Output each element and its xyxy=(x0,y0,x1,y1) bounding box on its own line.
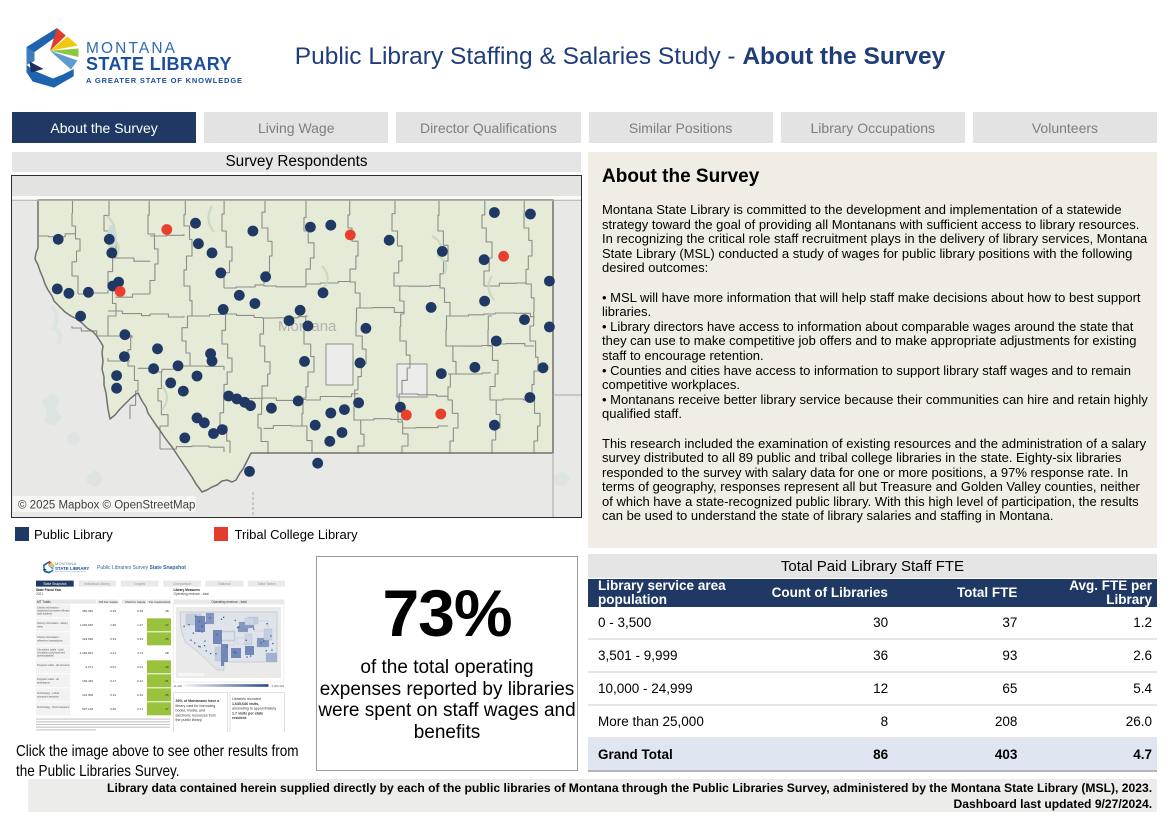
svg-text:Circulation totals - total: Circulation totals - total xyxy=(37,647,64,651)
svg-text:9,271: 9,271 xyxy=(85,665,93,669)
svg-text:17: 17 xyxy=(165,623,169,627)
svg-text:electronic resources from: electronic resources from xyxy=(176,713,216,717)
svg-text:USA Per Capita: USA Per Capita xyxy=(125,600,146,604)
svg-text:Individual Library: Individual Library xyxy=(84,582,110,586)
svg-text:Program totals - all sessions: Program totals - all sessions xyxy=(37,663,70,667)
svg-text:1.66: 1.66 xyxy=(110,623,116,627)
svg-text:Technology - Wi-Fi sessions: Technology - Wi-Fi sessions xyxy=(37,705,70,709)
svg-text:computer sessions: computer sessions xyxy=(37,694,59,698)
svg-text:25: 25 xyxy=(165,693,169,697)
svg-text:4,390,343: 4,390,343 xyxy=(272,684,285,688)
svg-text:resident.: resident. xyxy=(232,716,247,720)
svg-text:0.33: 0.33 xyxy=(137,637,143,641)
svg-text:reference transactions: reference transactions xyxy=(37,638,63,642)
svg-text:0.01: 0.01 xyxy=(137,665,143,669)
svg-text:Library information - library: Library information - library xyxy=(37,621,69,625)
svg-text:STATE LIBRARY: STATE LIBRARY xyxy=(55,566,89,571)
svg-text:National: National xyxy=(218,582,231,586)
svg-text:0.33: 0.33 xyxy=(110,637,116,641)
svg-text:amounting to approximately: amounting to approximately xyxy=(232,707,276,711)
svg-text:the public library.: the public library. xyxy=(176,718,203,722)
svg-text:Public Libraries Survey State: Public Libraries Survey State Snapshot xyxy=(97,565,186,571)
svg-text:25: 25 xyxy=(165,637,169,641)
svg-text:downloadable): downloadable) xyxy=(37,654,54,658)
svg-text:4.73: 4.73 xyxy=(137,651,143,655)
svg-text:© 2025 Mapbox © OpenStreetMap: © 2025 Mapbox © OpenStreetMap xyxy=(18,500,195,512)
svg-text:circulation (physical and: circulation (physical and xyxy=(37,651,65,655)
svg-text:28: 28 xyxy=(165,651,169,655)
svg-text:1.7 visits per state: 1.7 visits per state xyxy=(232,711,263,715)
svg-text:0.71: 0.71 xyxy=(137,707,143,711)
svg-text:A GREATER STATE OF KNOWLEDGE: A GREATER STATE OF KNOWLEDGE xyxy=(86,76,243,85)
svg-text:169,430: 169,430 xyxy=(82,679,93,683)
svg-text:State Fiscal Year: State Fiscal Year xyxy=(36,588,62,592)
svg-text:STATE LIBRARY: STATE LIBRARY xyxy=(86,54,232,74)
svg-text:library card for borrowing: library card for borrowing xyxy=(176,704,216,708)
svg-text:MONTANA: MONTANA xyxy=(55,562,77,566)
svg-text:Libraries recorded: Libraries recorded xyxy=(232,697,261,701)
svg-text:4,165,824: 4,165,824 xyxy=(80,651,94,655)
svg-text:1,635,646: 1,635,646 xyxy=(80,623,94,627)
svg-text:21,400: 21,400 xyxy=(174,684,183,688)
svg-text:Per Capita Rank: Per Capita Rank xyxy=(149,600,171,604)
svg-text:MONTANA: MONTANA xyxy=(86,40,177,57)
svg-text:39% of Montanans have a: 39% of Montanans have a xyxy=(176,699,221,703)
svg-text:Comparison: Comparison xyxy=(173,582,191,586)
svg-text:Program totals - all: Program totals - all xyxy=(37,677,59,681)
svg-text:Library information -: Library information - xyxy=(37,605,60,609)
svg-text:1,635,646 visits,: 1,635,646 visits, xyxy=(232,702,259,706)
svg-text:2021: 2021 xyxy=(36,592,43,596)
svg-text:329,948: 329,948 xyxy=(82,637,93,641)
svg-text:386,345: 386,345 xyxy=(82,609,93,613)
svg-text:4.21: 4.21 xyxy=(110,651,116,655)
svg-text:Library information -: Library information - xyxy=(37,635,60,639)
svg-text:visits: visits xyxy=(37,624,43,628)
svg-text:Operating revenue - total: Operating revenue - total xyxy=(211,600,247,604)
svg-text:0.39: 0.39 xyxy=(110,609,116,613)
svg-text:0.17: 0.17 xyxy=(110,679,116,683)
svg-text:registered borrowers (library: registered borrowers (library xyxy=(37,609,70,613)
svg-text:card holders): card holders) xyxy=(37,612,52,616)
svg-text:18: 18 xyxy=(165,665,169,669)
svg-text:MT Per Capita: MT Per Capita xyxy=(99,600,118,604)
svg-text:0.48: 0.48 xyxy=(137,609,143,613)
svg-text:597,146: 597,146 xyxy=(82,707,93,711)
svg-text:0.01: 0.01 xyxy=(110,665,116,669)
svg-text:Technology - public: Technology - public xyxy=(37,691,60,695)
svg-text:0.12: 0.12 xyxy=(137,679,143,683)
svg-text:0.16: 0.16 xyxy=(137,693,143,697)
svg-text:27: 27 xyxy=(165,707,169,711)
svg-text:Graphs: Graphs xyxy=(134,582,145,586)
svg-text:State Snapshot: State Snapshot xyxy=(43,582,66,586)
svg-text:0.19: 0.19 xyxy=(110,693,116,697)
svg-text:1.27: 1.27 xyxy=(137,623,143,627)
svg-text:Data Tables: Data Tables xyxy=(258,582,276,586)
svg-text:attendance: attendance xyxy=(37,680,50,684)
svg-text:48: 48 xyxy=(165,609,169,613)
svg-text:21: 21 xyxy=(165,679,169,683)
svg-text:books, media, and: books, media, and xyxy=(176,709,205,713)
svg-text:Operating revenue - total: Operating revenue - total xyxy=(174,592,210,596)
svg-text:Library Measures: Library Measures xyxy=(174,588,201,592)
svg-text:191,008: 191,008 xyxy=(82,693,93,697)
svg-text:MT Totals: MT Totals xyxy=(37,600,51,604)
svg-text:0.60: 0.60 xyxy=(110,707,116,711)
